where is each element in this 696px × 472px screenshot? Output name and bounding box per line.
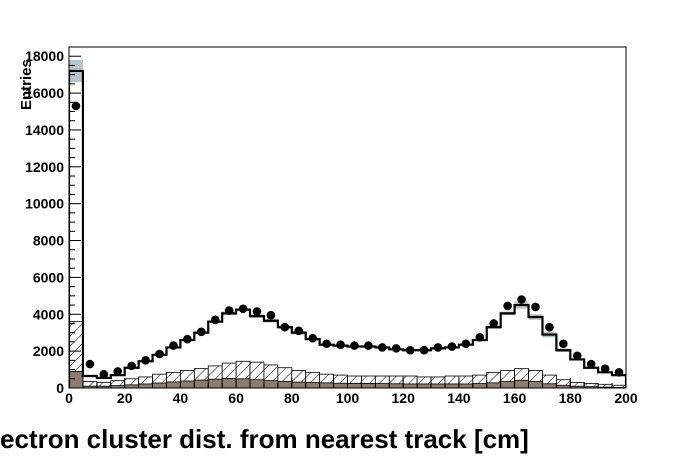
brown-histogram-bar [444, 383, 460, 388]
brown-histogram-bar [207, 378, 223, 388]
brown-histogram-bar [138, 383, 153, 388]
brown-histogram-bar [528, 380, 543, 388]
data-point [531, 302, 540, 312]
brown-histogram-bar [263, 380, 279, 388]
data-point [169, 341, 178, 350]
brown-histogram-bar [472, 383, 488, 388]
data-point [210, 315, 220, 325]
data-point [308, 333, 317, 343]
data-point [545, 322, 554, 332]
brown-histogram-bar [430, 383, 446, 388]
outline-histogram-line [69, 69, 626, 388]
brown-histogram-bar [458, 383, 474, 388]
data-point [364, 341, 373, 350]
data-point [461, 339, 471, 349]
data-point [155, 349, 164, 359]
brown-histogram-bar [249, 379, 265, 388]
brown-histogram-bar [277, 380, 293, 388]
data-point [224, 306, 234, 315]
x-tick-label: 200 [614, 390, 638, 406]
y-tick-label: 16000 [25, 85, 64, 101]
data-point [350, 341, 359, 350]
data-point [280, 322, 290, 332]
brown-histogram-bar [166, 381, 181, 388]
data-point [252, 307, 262, 316]
data-point [391, 344, 401, 353]
data-point [113, 367, 123, 376]
brown-histogram-bar [193, 379, 209, 388]
brown-histogram-bar [388, 383, 404, 388]
brown-histogram-bar [486, 382, 502, 388]
y-tick-label: 8000 [33, 233, 64, 249]
y-tick-label: 0 [56, 380, 64, 396]
y-tick-label: 2000 [33, 343, 64, 359]
data-point [322, 339, 331, 349]
brown-histogram-bar [305, 382, 321, 388]
x-tick-label: 0 [65, 390, 73, 406]
data-point [99, 369, 109, 379]
data-point [85, 359, 95, 369]
x-tick-label: 60 [228, 390, 244, 406]
brown-histogram-bar [221, 378, 237, 388]
data-point [517, 295, 526, 304]
x-tick-label: 20 [117, 390, 133, 406]
data-point [336, 340, 345, 349]
brown-histogram-bar [235, 378, 251, 388]
brown-histogram-bar [374, 383, 390, 388]
data-point [600, 364, 610, 373]
brown-histogram-bar [514, 379, 529, 388]
x-tick-label: 140 [447, 390, 471, 406]
x-tick-label: 40 [173, 390, 189, 406]
brown-histogram-bar [333, 382, 348, 388]
brown-histogram-bar [152, 382, 167, 388]
data-point [503, 301, 512, 311]
data-point [572, 351, 582, 361]
data-point [614, 368, 624, 377]
x-tick-label: 160 [503, 390, 527, 406]
data-point [294, 326, 304, 336]
data-point [586, 359, 596, 369]
y-tick-label: 10000 [25, 196, 64, 212]
brown-histogram-bar [347, 382, 362, 388]
y-tick-label: 14000 [25, 122, 64, 138]
data-point [447, 342, 457, 351]
data-point [71, 101, 81, 111]
brown-histogram-bar [402, 383, 418, 388]
y-tick-label: 6000 [33, 269, 64, 285]
data-point [405, 345, 415, 355]
data-point [489, 319, 499, 328]
x-tick-label: 180 [559, 390, 583, 406]
y-tick-label: 4000 [33, 306, 64, 322]
y-tick-label: 18000 [25, 48, 64, 64]
brown-histogram-bar [179, 380, 195, 388]
x-tick-label: 100 [336, 390, 360, 406]
x-axis-title: ectron cluster dist. from nearest track … [0, 424, 529, 454]
x-tick-label: 80 [284, 390, 300, 406]
y-tick-label: 12000 [25, 159, 64, 175]
data-point [266, 310, 276, 320]
brown-histogram-bar [361, 382, 376, 388]
brown-histogram-bar [291, 381, 307, 388]
data-point [559, 339, 568, 349]
brown-histogram-bar [416, 383, 432, 388]
y-axis-title: Entries [18, 59, 35, 110]
data-point [433, 343, 443, 352]
data-point [419, 345, 429, 355]
data-point [475, 333, 485, 342]
data-point [196, 327, 206, 337]
data-point [378, 343, 387, 352]
data-point [141, 356, 150, 365]
x-tick-label: 120 [392, 390, 416, 406]
data-point [238, 304, 248, 314]
brown-histogram-bar [69, 371, 84, 388]
data-point [127, 361, 136, 371]
data-point [183, 334, 192, 344]
brown-histogram-bar [500, 381, 515, 388]
brown-histogram-bar [542, 383, 557, 388]
brown-histogram-bar [319, 382, 334, 388]
